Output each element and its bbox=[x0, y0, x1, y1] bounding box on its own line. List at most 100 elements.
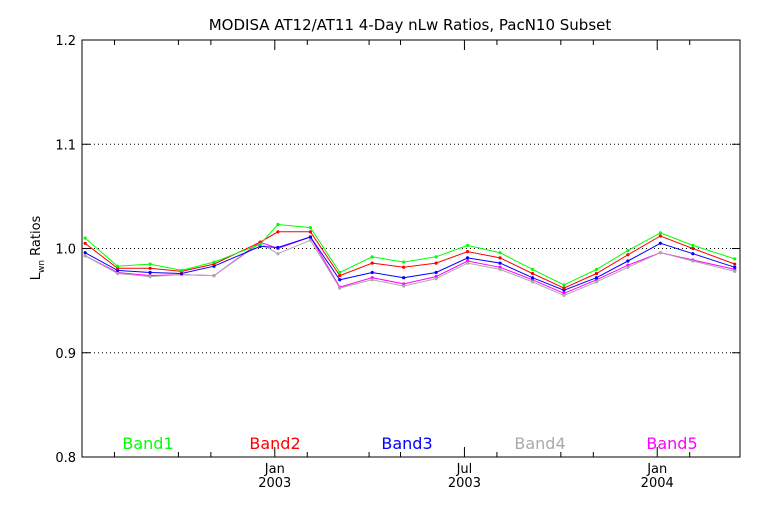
data-point-band1 bbox=[658, 231, 662, 235]
y-axis-label-main: L bbox=[29, 272, 44, 280]
data-point-band2 bbox=[370, 261, 374, 265]
data-point-band4 bbox=[658, 251, 662, 255]
data-point-band4 bbox=[434, 277, 438, 281]
series-line-band1 bbox=[84, 223, 735, 286]
y-tick-label: 1.2 bbox=[55, 34, 76, 49]
data-point-band4 bbox=[116, 271, 120, 276]
data-point-band3 bbox=[148, 270, 152, 275]
data-point-band1 bbox=[308, 226, 313, 230]
data-point-band3 bbox=[594, 276, 599, 280]
data-point-band4 bbox=[465, 261, 470, 265]
data-point-band4 bbox=[402, 284, 406, 288]
legend-entry-band2: Band2 bbox=[249, 434, 300, 453]
data-point-band3 bbox=[691, 252, 695, 256]
data-point-band4 bbox=[338, 286, 342, 290]
legend-entry-band1: Band1 bbox=[122, 434, 173, 453]
x-tick-label-month: Jan bbox=[264, 462, 285, 477]
y-axis-label: Lwn Ratios bbox=[29, 215, 47, 280]
legend-entry-band3: Band3 bbox=[381, 434, 432, 453]
data-point-band1 bbox=[691, 243, 695, 247]
data-point-band3 bbox=[308, 235, 313, 239]
data-point-band2 bbox=[434, 261, 438, 265]
data-point-band2 bbox=[402, 265, 406, 269]
data-point-band2 bbox=[338, 274, 342, 278]
data-point-band4 bbox=[691, 259, 695, 263]
data-point-band4 bbox=[498, 267, 502, 271]
y-tick-label: 0.9 bbox=[55, 347, 76, 362]
data-series bbox=[83, 222, 737, 298]
legend-entry-band5: Band5 bbox=[646, 434, 697, 453]
y-tick-label: 0.8 bbox=[55, 451, 76, 466]
data-point-band2 bbox=[465, 250, 470, 254]
data-point-band1 bbox=[276, 222, 280, 227]
data-point-band1 bbox=[258, 242, 262, 246]
data-point-band1 bbox=[733, 257, 737, 261]
data-point-band2 bbox=[562, 286, 566, 290]
data-point-band4 bbox=[370, 278, 374, 282]
data-point-band3 bbox=[465, 256, 470, 260]
x-tick-label-month: Jul bbox=[456, 462, 473, 477]
data-point-band3 bbox=[402, 276, 406, 280]
data-point-band1 bbox=[148, 262, 152, 266]
data-point-band3 bbox=[338, 278, 342, 282]
data-point-band4 bbox=[626, 265, 630, 269]
data-point-band1 bbox=[116, 264, 120, 268]
gridlines bbox=[82, 143, 740, 354]
data-point-band4 bbox=[276, 252, 280, 256]
data-point-band4 bbox=[308, 238, 313, 242]
data-point-band4 bbox=[594, 280, 599, 284]
data-point-band2 bbox=[83, 241, 87, 245]
data-point-band2 bbox=[658, 234, 662, 238]
data-point-band2 bbox=[691, 246, 695, 251]
data-point-band1 bbox=[562, 283, 566, 287]
data-point-band1 bbox=[498, 251, 502, 255]
data-point-band2 bbox=[733, 262, 737, 266]
legend-entry-band4: Band4 bbox=[514, 434, 565, 453]
data-point-band1 bbox=[338, 270, 342, 275]
data-point-band2 bbox=[530, 271, 535, 276]
data-point-band1 bbox=[594, 267, 599, 271]
data-point-band4 bbox=[562, 293, 566, 298]
data-point-band4 bbox=[83, 254, 87, 258]
data-point-band4 bbox=[212, 274, 216, 278]
data-point-band3 bbox=[658, 241, 662, 245]
data-point-band1 bbox=[465, 243, 470, 247]
data-point-band1 bbox=[434, 255, 438, 259]
y-axis-label-rest: Ratios bbox=[29, 215, 44, 260]
data-point-band1 bbox=[530, 267, 535, 271]
data-point-band2 bbox=[626, 253, 630, 257]
x-tick-label-year: 2003 bbox=[258, 476, 291, 491]
data-point-band3 bbox=[733, 265, 737, 269]
data-point-band1 bbox=[402, 260, 406, 264]
data-point-band1 bbox=[212, 260, 216, 264]
data-point-band3 bbox=[498, 261, 502, 265]
data-point-band4 bbox=[530, 280, 535, 284]
data-point-band3 bbox=[276, 245, 280, 250]
data-point-band3 bbox=[370, 270, 374, 275]
data-point-band1 bbox=[179, 268, 184, 272]
data-point-band4 bbox=[148, 275, 152, 279]
x-tick-label-month: Jan bbox=[646, 462, 667, 477]
series-line-band2 bbox=[84, 231, 735, 289]
data-point-band3 bbox=[530, 276, 535, 280]
y-axis-label-subscript: wn bbox=[37, 260, 47, 273]
data-point-band2 bbox=[308, 230, 313, 234]
x-tick-label-year: 2003 bbox=[448, 476, 481, 491]
data-point-band4 bbox=[733, 269, 737, 274]
data-point-band2 bbox=[148, 266, 152, 270]
chart-title: MODISA AT12/AT11 4-Day nLw Ratios, PacN1… bbox=[209, 16, 612, 34]
y-tick-label: 1.1 bbox=[55, 138, 76, 153]
data-point-band2 bbox=[594, 271, 599, 276]
data-point-band1 bbox=[626, 248, 630, 253]
data-point-band1 bbox=[370, 255, 374, 259]
data-point-band3 bbox=[434, 270, 438, 275]
x-tick-label-year: 2004 bbox=[641, 476, 674, 491]
data-point-band3 bbox=[83, 251, 87, 255]
legend: Band1 Band2 Band3 Band4 Band5 bbox=[122, 434, 697, 453]
data-point-band3 bbox=[626, 259, 630, 263]
data-point-band2 bbox=[276, 230, 280, 234]
data-point-band1 bbox=[83, 236, 87, 240]
y-tick-label: 1.0 bbox=[55, 243, 76, 258]
